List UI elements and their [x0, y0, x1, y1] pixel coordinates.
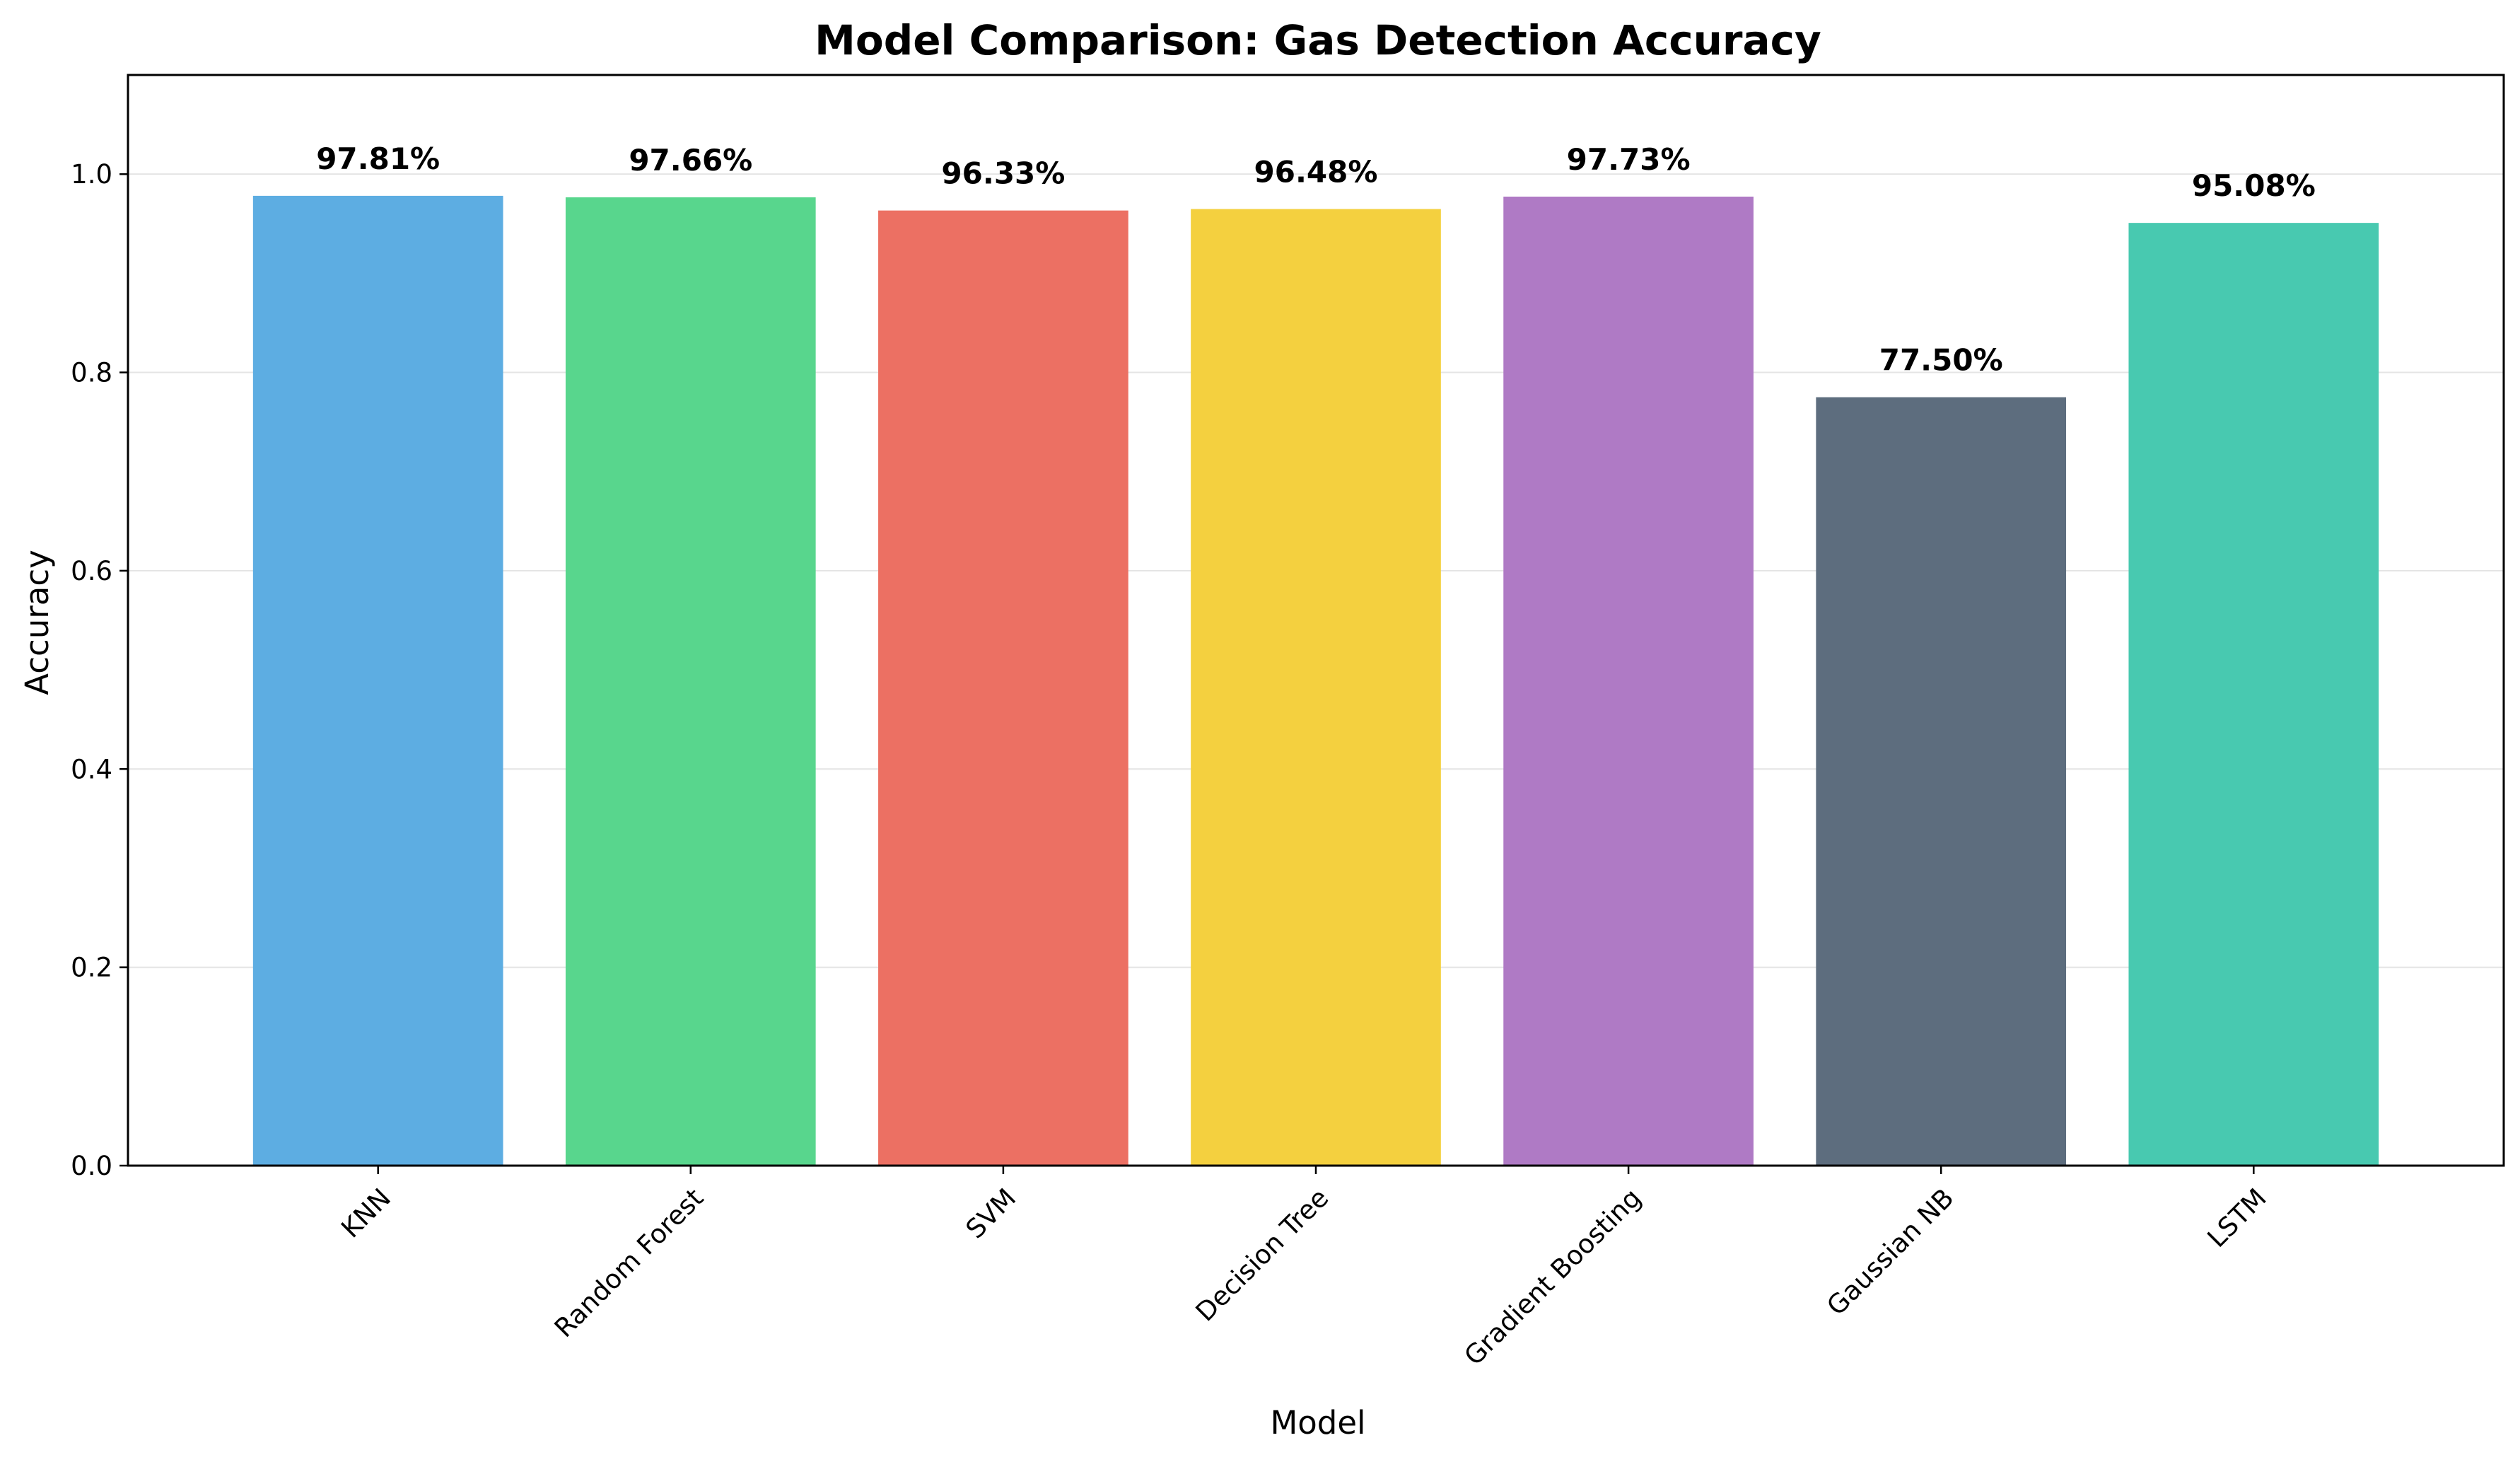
bar	[1191, 209, 1441, 1166]
data-labels: 97.81% 97.66% 96.33% 96.48% 97.73% 77.50% 95.0…	[316, 141, 2316, 378]
data-label: 96.48%	[1254, 155, 1378, 190]
data-label: 95.08%	[2192, 168, 2316, 203]
bar	[2128, 223, 2379, 1166]
y-tick-label: 1.0	[71, 159, 112, 190]
data-label: 96.33%	[941, 156, 1065, 191]
data-label: 97.73%	[1567, 142, 1691, 177]
x-axis-label: Model	[1270, 1404, 1365, 1441]
y-axis-label: Accuracy	[18, 550, 56, 695]
y-tick-label: 0.2	[71, 953, 112, 983]
y-tick-label: 0.6	[71, 556, 112, 586]
y-tick-label: 0.8	[71, 358, 112, 388]
y-axis-ticks: 0.0 0.2 0.4 0.6 0.8 1.0	[71, 159, 128, 1181]
data-label: 77.50%	[1879, 343, 2003, 378]
bar	[1503, 197, 1754, 1166]
data-label: 97.81%	[316, 141, 440, 176]
bars	[252, 195, 2379, 1166]
bar	[252, 195, 503, 1166]
bar	[1816, 397, 2067, 1166]
data-label: 97.66%	[629, 143, 752, 178]
chart-title: Model Comparison: Gas Detection Accuracy	[815, 16, 1821, 64]
bar	[565, 197, 816, 1166]
bar	[878, 210, 1128, 1166]
y-tick-label: 0.0	[71, 1151, 112, 1181]
y-tick-label: 0.4	[71, 754, 112, 784]
